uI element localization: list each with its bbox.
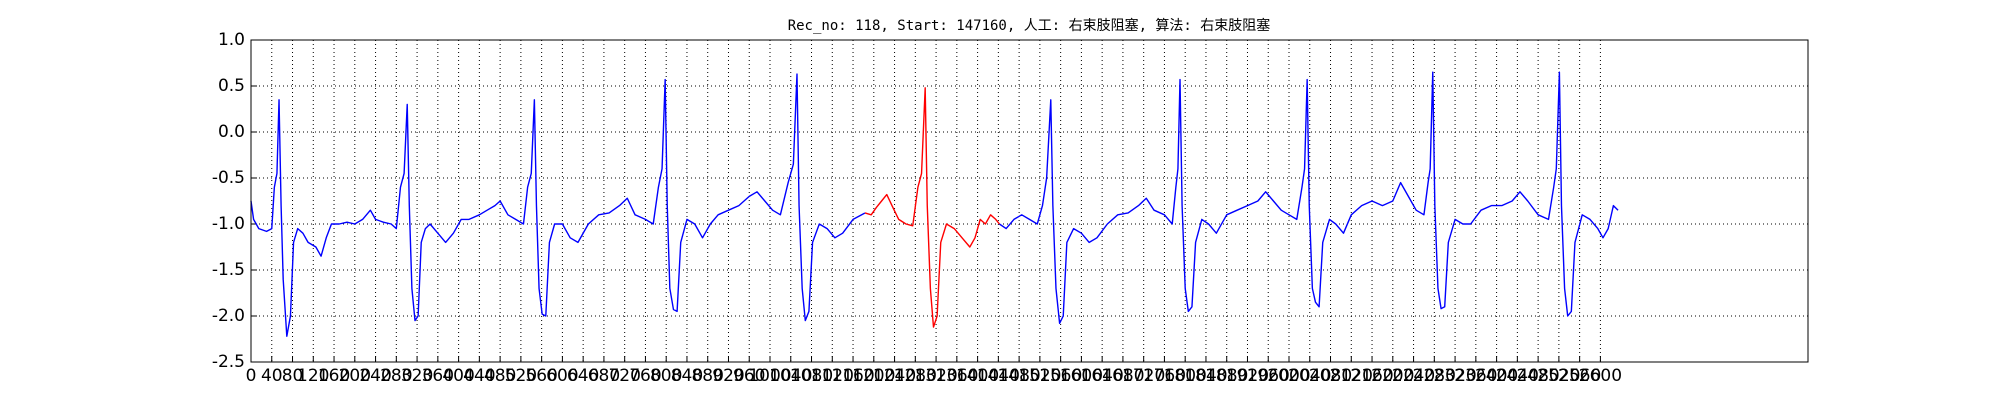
x-tick-label: 520 [505, 366, 537, 386]
x-tick-label: 1960 [1247, 366, 1290, 386]
x-tick-label: 480 [484, 366, 516, 386]
x-tick-label: 2400 [1475, 366, 1518, 386]
x-tick-label: 400 [442, 366, 474, 386]
x-tick-label: 800 [650, 366, 682, 386]
x-tick-label: 1560 [1039, 366, 1082, 386]
x-tick-label: 200 [339, 366, 371, 386]
y-tick-label: 0.0 [218, 122, 245, 142]
x-tick-label: 1720 [1122, 366, 1165, 386]
y-tick-label: 0.5 [218, 76, 245, 96]
x-tick-label: 1800 [1164, 366, 1207, 386]
y-tick-label: -0.5 [212, 168, 245, 188]
x-tick-label: 1240 [873, 366, 916, 386]
plot-frame [250, 39, 1809, 363]
x-tick-label: 880 [691, 366, 723, 386]
x-tick-label: 2000 [1267, 366, 1310, 386]
x-tick-label: 320 [401, 366, 433, 386]
x-tick-label: 760 [629, 366, 661, 386]
y-tick-label: -2.5 [212, 352, 245, 372]
x-tick-label: 360 [422, 366, 454, 386]
y-tick-label: -1.0 [212, 214, 245, 234]
x-tick-label: 2240 [1392, 366, 1435, 386]
x-tick-label: 960 [733, 366, 765, 386]
x-tick-label: 1160 [831, 366, 874, 386]
x-tick-label: 120 [297, 366, 329, 386]
x-tick-label: 1000 [748, 366, 791, 386]
x-tick-label: 1480 [997, 366, 1040, 386]
x-tick-label: 920 [712, 366, 744, 386]
x-tick-label: 1320 [914, 366, 957, 386]
x-tick-label: 1200 [852, 366, 895, 386]
x-tick-label: 1520 [1018, 366, 1061, 386]
x-tick-label: 1440 [977, 366, 1020, 386]
x-tick-label: 2040 [1288, 366, 1331, 386]
x-tick-label: 240 [359, 366, 391, 386]
x-tick-label: 80 [282, 366, 304, 386]
y-tick-label: 1.0 [218, 30, 245, 50]
x-tick-label: 1640 [1081, 366, 1124, 386]
x-tick-label: 0 [246, 366, 257, 386]
x-tick-label: 680 [588, 366, 620, 386]
x-tick-label: 160 [318, 366, 350, 386]
chart-title: Rec_no: 118, Start: 147160, 人工: 右束肢阻塞, 算… [788, 17, 1271, 34]
x-tick-label: 2200 [1371, 366, 1414, 386]
x-tick-label: 840 [671, 366, 703, 386]
x-tick-label: 600 [546, 366, 578, 386]
x-tick-label: 1880 [1205, 366, 1248, 386]
x-tick-label: 1400 [956, 366, 999, 386]
x-tick-label: 1360 [935, 366, 978, 386]
x-tick-label: 2320 [1433, 366, 1476, 386]
x-tick-label: 1040 [769, 366, 812, 386]
x-tick-label: 40 [261, 366, 283, 386]
x-tick-label: 2600 [1579, 366, 1622, 386]
x-tick-label: 560 [525, 366, 557, 386]
x-tick-label: 720 [608, 366, 640, 386]
x-tick-label: 640 [567, 366, 599, 386]
x-tick-label: 1600 [1060, 366, 1103, 386]
series-line [250, 71, 1619, 337]
x-tick-label: 1680 [1101, 366, 1144, 386]
x-tick-label: 2480 [1516, 366, 1559, 386]
series-line [864, 87, 1000, 328]
x-tick-label: 2520 [1537, 366, 1580, 386]
x-tick-label: 1280 [894, 366, 937, 386]
y-tick-label: -2.0 [212, 306, 245, 326]
x-tick-label: 1120 [811, 366, 854, 386]
y-tick-label: -1.5 [212, 260, 245, 280]
x-tick-label: 2440 [1496, 366, 1539, 386]
x-tick-label: 2280 [1413, 366, 1456, 386]
x-tick-label: 2120 [1330, 366, 1373, 386]
x-tick-label: 2560 [1558, 366, 1601, 386]
x-tick-label: 2080 [1309, 366, 1352, 386]
x-tick-label: 1920 [1226, 366, 1269, 386]
x-tick-label: 1760 [1143, 366, 1186, 386]
x-tick-label: 2360 [1454, 366, 1497, 386]
x-tick-label: 2160 [1350, 366, 1393, 386]
x-tick-label: 1080 [790, 366, 833, 386]
x-tick-label: 280 [380, 366, 412, 386]
x-tick-label: 1840 [1184, 366, 1227, 386]
x-tick-label: 440 [463, 366, 495, 386]
